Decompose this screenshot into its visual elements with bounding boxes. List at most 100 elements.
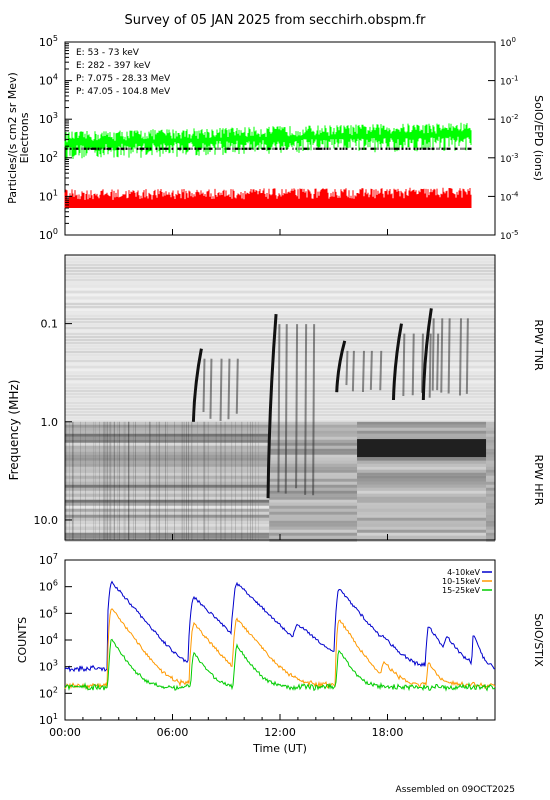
tnr-band [65,285,495,287]
epd-ytick-right-label: 10-3 [500,152,518,165]
tnr-band [65,312,495,314]
radio-burst-fragment [345,350,349,386]
stix-right-label: SolO/STIX [532,613,545,667]
epd-legend-entry: E: 53 - 73 keV [76,48,140,58]
tnr-band [65,390,495,392]
hfr-band [65,445,270,449]
hfr-band [486,427,495,431]
radio-burst-fragment [235,358,239,414]
hfr-band [486,454,495,458]
hfr-band [357,505,487,509]
hfr-band [65,457,270,461]
hfr-band [65,436,270,440]
rpw-ylabel: Frequency (MHz) [7,380,21,481]
radio-burst-fragment [209,358,213,419]
hfr-band [486,502,495,506]
radio-burst-fragment [465,318,469,394]
stix-ytick-label: 102 [39,685,58,700]
hfr-band [65,484,270,488]
radio-burst [266,313,278,499]
hfr-band [486,532,495,536]
stix-plot-frame [64,559,496,721]
hfr-band [486,505,495,509]
hfr-band [65,529,270,533]
tnr-band [65,297,495,299]
epd-legend-entry: E: 282 - 397 keV [76,61,151,71]
radio-burst-fragment [304,324,308,495]
stix-legend-entry: 4-10keV [447,568,480,577]
hfr-band [486,529,495,533]
radio-burst-fragment [447,318,451,394]
hfr-band [357,508,487,512]
rpw-ytick-label: 10.0 [34,514,59,527]
rpw-ytick-label: 1.0 [41,416,59,429]
rpw-spectrogram [65,255,495,542]
hfr-band [486,460,495,464]
tnr-band [65,309,495,311]
hfr-band [269,499,358,503]
hfr-band [269,496,358,500]
hfr-band [65,526,270,530]
hfr-band [486,523,495,527]
hfr-band [357,526,487,530]
footer-assembled: Assembled on 09OCT2025 [396,785,515,795]
tnr-band [65,276,495,278]
epd-right-label: SolO/EPD (ions) [532,95,545,181]
hfr-band [486,508,495,512]
hfr-band [65,514,270,518]
stix-ytick-label: 103 [39,659,58,674]
epd-ytick-right-label: 10-1 [500,75,518,88]
radio-burst [391,323,403,401]
stix-ylabel: COUNTS [16,617,29,663]
epd-ytick-label: 103 [39,111,58,126]
stix-legend-entry: 10-15keV [442,577,481,586]
hfr-band [486,493,495,497]
epd-series-group [64,122,472,208]
hfr-band [486,487,495,491]
hfr-band [357,475,487,479]
hfr-band [357,469,487,473]
tnr-band [65,258,495,260]
hfr-band [65,442,270,446]
hfr-band [65,532,270,536]
hfr-band [269,508,358,512]
hfr-band [65,535,270,539]
hfr-band [269,514,358,518]
radio-burst-fragment [227,358,231,420]
hfr-band [357,484,487,488]
radio-burst-fragment [458,318,462,396]
epd-series-2 [65,147,472,150]
epd-ytick-right-label: 10-5 [500,229,518,242]
hfr-band [65,487,270,491]
hfr-band [65,460,270,464]
hfr-band [486,475,495,479]
hfr-band [486,484,495,488]
hfr-band [486,430,495,434]
hfr-band [486,514,495,518]
rpw-ytick-label: 0.1 [41,318,59,331]
hfr-band [65,448,270,452]
stix-ytick-label: 106 [39,579,58,594]
hfr-band [65,499,270,503]
hfr-band [357,487,487,491]
tnr-band [65,264,495,266]
radio-burst-fragment [428,333,432,398]
hfr-band [65,502,270,506]
tnr-band [65,279,495,281]
hfr-band [269,517,358,521]
stix-xtick-label: 18:00 [372,726,404,739]
radio-burst-fragment [277,324,281,493]
hfr-band [357,421,487,425]
hfr-band [486,517,495,521]
radio-burst [335,340,347,393]
hfr-band [65,517,270,521]
rpw-panel: 0.1 1.0 10.0 Frequency (MHz) RPW TNR RPW H… [7,254,545,542]
hfr-band [357,433,487,437]
tnr-band [65,273,495,275]
tnr-band [65,417,495,419]
tnr-band [65,420,495,422]
tnr-band [65,282,495,284]
epd-ylabel-electrons: Electrons [18,112,31,163]
hfr-band [269,505,358,509]
